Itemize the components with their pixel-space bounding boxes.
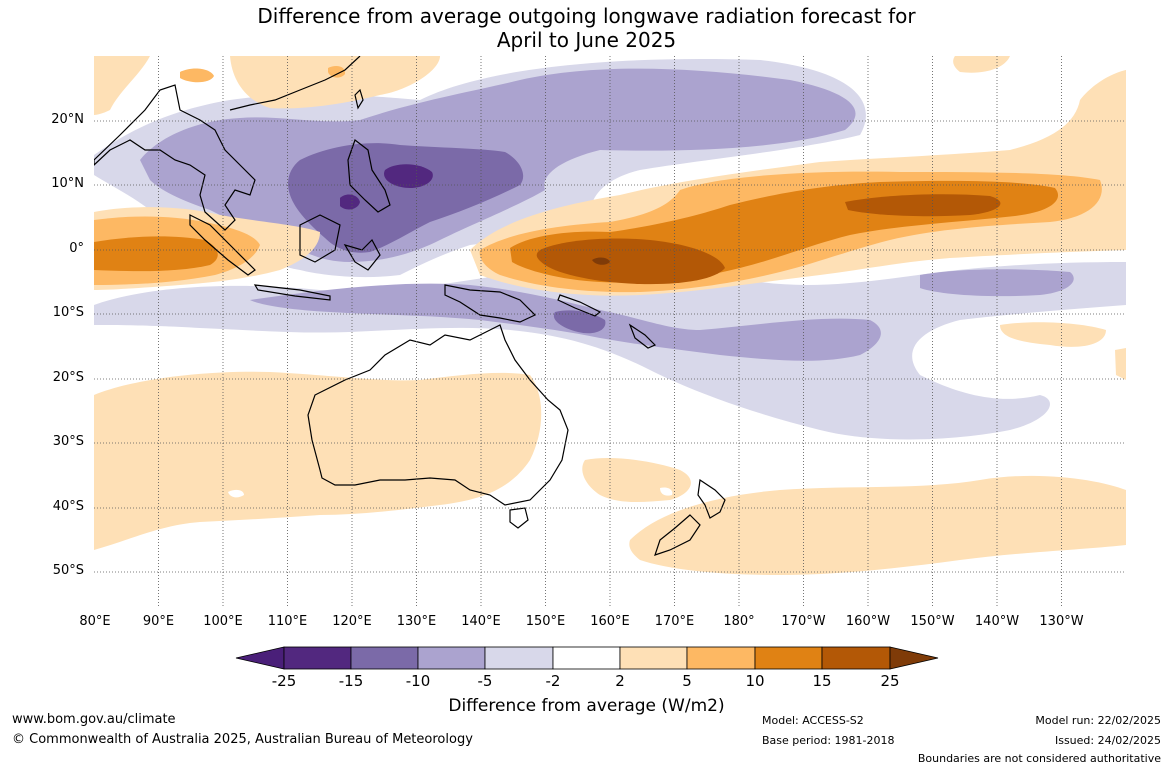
colorbar-tick-label: -10 (405, 672, 431, 690)
colorbar-arrow-high (889, 646, 939, 670)
colorbar-title: Difference from average (W/m2) (448, 696, 725, 716)
anomaly-pos-weak-north-pacific (953, 56, 1010, 73)
lon-label: 130°W (1039, 614, 1084, 629)
anomaly-pos-strong-east (845, 194, 1001, 217)
anomaly-shading (94, 56, 1126, 575)
new-zealand-coast-north (697, 478, 726, 519)
colorbar-segment (619, 646, 688, 670)
colorbar-segment (754, 646, 823, 670)
colorbar-segment (417, 646, 486, 670)
solomon-islands-coast (557, 294, 602, 317)
mainland-asia-coast (94, 84, 256, 231)
colorbar-segment (552, 646, 621, 670)
copyright-text: © Commonwealth of Australia 2025, Austra… (12, 732, 473, 747)
anomaly-pos-extreme (592, 257, 610, 265)
lon-label: 180° (723, 614, 755, 629)
colorbar-segment (821, 646, 891, 670)
lat-label: 40°S (52, 499, 84, 514)
anomaly-pos-light-china-1 (180, 68, 214, 83)
colorbar-segment (686, 646, 756, 670)
java-coast (253, 284, 331, 301)
lon-label: 140°E (461, 614, 501, 629)
lat-label: 20°S (52, 370, 84, 385)
lon-label: 100°E (203, 614, 243, 629)
anomaly-neg-very-strong-1 (384, 164, 433, 188)
lat-label: 50°S (52, 563, 84, 578)
anomaly-neutral-hole-2 (660, 487, 673, 496)
colorbar-tick-label: -15 (338, 672, 364, 690)
australia-coast (307, 324, 569, 506)
colorbar-segment (283, 646, 352, 670)
anomaly-pos-weak-east-2 (1115, 348, 1126, 380)
model-name: Model: ACCESS-S2 (762, 714, 864, 727)
colorbar-tick-label: 5 (682, 672, 692, 690)
colorbar-tick-label: 15 (812, 672, 832, 690)
colorbar-segment (484, 646, 554, 670)
sumatra-coast (189, 214, 256, 276)
title-line-1: Difference from average outgoing longwav… (257, 4, 916, 28)
anomaly-neg-strong-south (553, 310, 606, 334)
colorbar (235, 646, 939, 670)
new-guinea-coast (444, 284, 537, 323)
colorbar-segment (350, 646, 419, 670)
anomaly-pos-weak-southern-ocean (629, 475, 1126, 575)
anomaly-neg-very-strong-2 (340, 194, 360, 210)
anomaly-pos-weak-china (230, 56, 440, 109)
boundaries-disclaimer: Boundaries are not considered authoritat… (917, 752, 1161, 765)
lon-label: 80°E (79, 614, 111, 629)
lat-label: 10°N (51, 176, 84, 191)
colorbar-tick-label: 10 (745, 672, 765, 690)
tasmania-coast (509, 507, 529, 529)
anomaly-neg-moderate-east (920, 269, 1074, 297)
new-caledonia-coast (628, 323, 657, 349)
lon-label: 140°W (974, 614, 1020, 629)
lat-label: 0° (69, 241, 84, 256)
colorbar-tick-label: -5 (477, 672, 493, 690)
base-period: Base period: 1981-2018 (762, 734, 895, 747)
china-coast (229, 56, 361, 111)
lon-label: 120°E (332, 614, 372, 629)
lon-label: 130°E (396, 614, 437, 629)
lon-label: 160°W (845, 614, 891, 629)
taiwan-coast (354, 88, 364, 110)
lon-label: 90°E (142, 614, 175, 629)
lon-label: 160°E (590, 614, 630, 629)
anomaly-neutral-hole-1 (228, 489, 244, 498)
colorbar-tick-label: 2 (615, 672, 625, 690)
new-zealand-coast-south (654, 514, 701, 556)
lat-label: 20°N (51, 112, 84, 127)
gridlines (94, 56, 1126, 606)
coastlines (94, 56, 726, 556)
colorbar-tick-label: -2 (545, 672, 561, 690)
philippines-coast (347, 139, 391, 213)
colorbar-tick-label: -25 (271, 672, 297, 690)
chart-title: Difference from average outgoing longwav… (0, 4, 1173, 52)
colorbar-arrow-low (235, 646, 285, 670)
lon-label: 150°E (525, 614, 566, 629)
lon-label: 170°W (781, 614, 826, 629)
lon-label: 150°W (910, 614, 955, 629)
title-line-2: April to June 2025 (496, 28, 677, 52)
anomaly-pos-light-china-2 (328, 66, 346, 78)
anomaly-pos-weak-asia (94, 56, 150, 115)
anomaly-neg-strong (288, 143, 524, 253)
lat-label: 10°S (52, 305, 84, 320)
colorbar-tick-label: 25 (880, 672, 900, 690)
lat-label: 30°S (52, 434, 84, 449)
website-link[interactable]: www.bom.gov.au/climate (12, 712, 176, 727)
anomaly-pos-weak-east-1 (1000, 322, 1106, 347)
anomaly-pos-medium-indian (94, 236, 218, 272)
lon-label: 110°E (267, 614, 308, 629)
model-run-date: Model run: 22/02/2025 (1035, 714, 1161, 727)
issued-date: Issued: 24/02/2025 (1054, 734, 1161, 747)
lon-label: 170°E (654, 614, 695, 629)
